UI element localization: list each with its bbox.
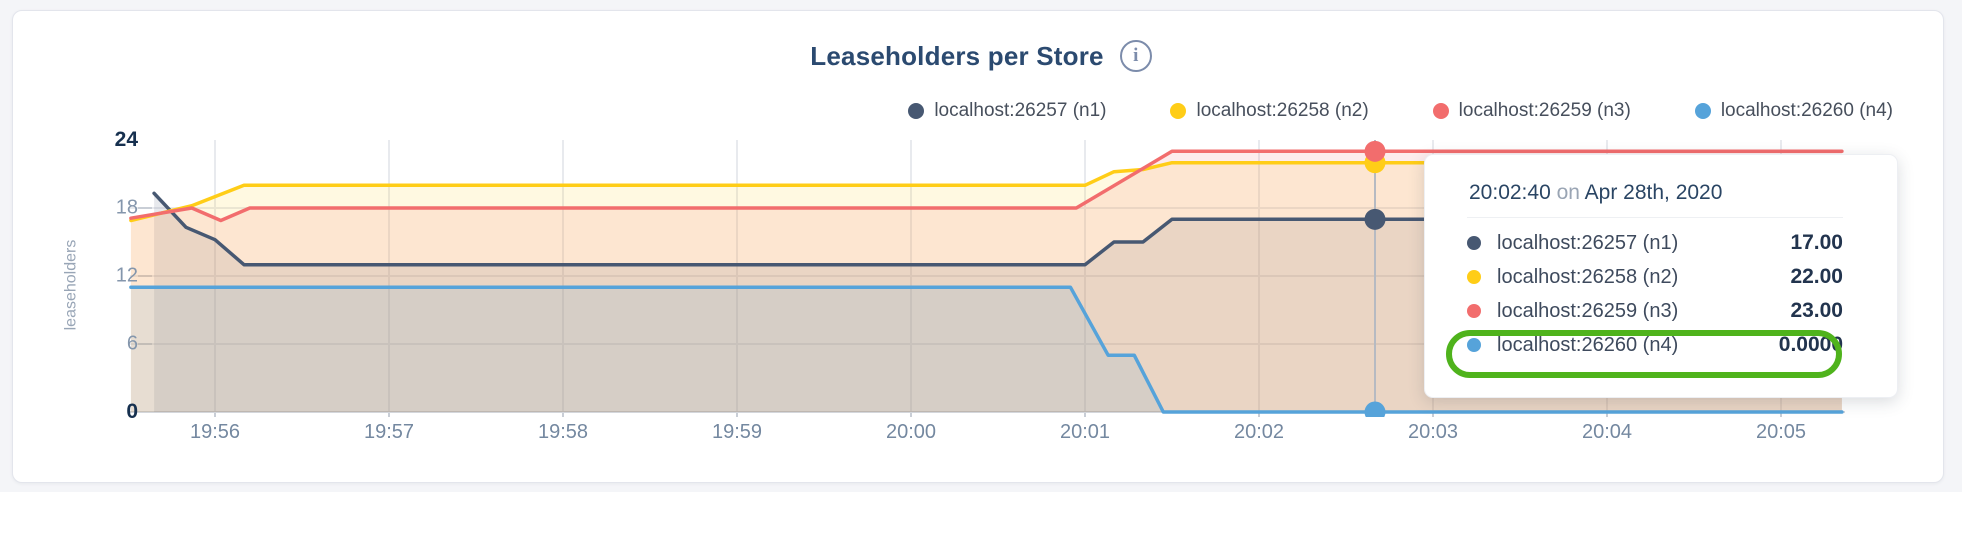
tooltip-series-value: 22.00 (1790, 265, 1843, 288)
tooltip-series-value: 0.0000 (1778, 333, 1843, 356)
tooltip-time: 20:02:40 (1469, 181, 1551, 204)
chart-legend: localhost:26257 (n1) localhost:26258 (n2)… (0, 100, 1893, 122)
x-tick-label: 19:56 (189, 421, 241, 443)
tooltip-row: localhost:26258 (n2) 22.00 (1467, 260, 1843, 294)
x-tick-label: 19:58 (537, 421, 589, 443)
y-tick-label: 24 (114, 128, 138, 151)
y-tick-label: 0 (126, 400, 138, 423)
y-tick-label: 18 (115, 196, 138, 219)
x-tick-label: 19:59 (711, 421, 763, 443)
tooltip-on-word: on (1556, 181, 1580, 204)
tooltip-series-label: localhost:26258 (n2) (1497, 265, 1679, 288)
tooltip-series-dot-icon (1467, 236, 1481, 250)
legend-label: localhost:26257 (n1) (934, 100, 1107, 121)
x-tick-label: 20:01 (1059, 421, 1111, 443)
y-axis-label: leaseholders (62, 239, 80, 331)
series-area (130, 287, 1842, 412)
tooltip-series-dot-icon (1467, 338, 1481, 352)
legend-item[interactable]: localhost:26259 (n3) (1432, 100, 1631, 122)
legend-swatch-icon (1694, 103, 1711, 119)
tooltip-row: localhost:26260 (n4) 0.0000 (1467, 328, 1843, 362)
y-tick-label: 12 (115, 264, 138, 287)
chart-header: Leaseholders per Store i (0, 40, 1962, 72)
chart-canvas[interactable] (0, 0, 1962, 417)
hover-dot (1364, 401, 1386, 417)
tooltip-series-label: localhost:26257 (n1) (1497, 231, 1679, 254)
tooltip-series-label: localhost:26259 (n3) (1497, 299, 1679, 322)
series-line (129, 160, 1844, 223)
x-tick-label: 20:00 (885, 421, 937, 443)
tooltip-series-dot-icon (1467, 270, 1481, 284)
tooltip-date: Apr 28th, 2020 (1584, 181, 1723, 204)
series-line (129, 285, 1844, 414)
hover-dot (1364, 208, 1386, 230)
hover-dot (1364, 140, 1386, 162)
tooltip-series-dot-icon (1467, 304, 1481, 318)
x-tick-label: 19:57 (363, 421, 415, 443)
series-line (152, 191, 1844, 267)
chart-title: Leaseholders per Store (810, 40, 1104, 71)
page-band: Leaseholders per Store i localhost:26257… (0, 0, 1962, 492)
legend-item[interactable]: localhost:26258 (n2) (1170, 100, 1369, 122)
x-tick-label: 20:02 (1233, 421, 1285, 443)
legend-item[interactable]: localhost:26260 (n4) (1694, 100, 1893, 122)
tooltip-series-value: 17.00 (1790, 231, 1843, 254)
legend-item[interactable]: localhost:26257 (n1) (908, 100, 1106, 122)
legend-label: localhost:26258 (n2) (1196, 100, 1369, 121)
tooltip-row: localhost:26257 (n1) 17.00 (1467, 226, 1843, 260)
tooltip-row: localhost:26259 (n3) 23.00 (1467, 294, 1843, 328)
legend-label: localhost:26260 (n4) (1720, 100, 1893, 121)
series-line (129, 149, 1844, 223)
x-tick-label: 20:04 (1581, 421, 1633, 443)
x-tick-label: 20:03 (1407, 421, 1459, 443)
legend-swatch-icon (1170, 103, 1187, 119)
legend-swatch-icon (1432, 103, 1449, 119)
info-icon[interactable]: i (1119, 40, 1152, 72)
y-tick-label: 6 (126, 332, 138, 355)
legend-label: localhost:26259 (n3) (1458, 100, 1631, 121)
series-area (154, 193, 1842, 412)
series-area (130, 151, 1842, 413)
tooltip-series-value: 23.00 (1790, 299, 1843, 322)
x-tick-label: 20:05 (1755, 421, 1807, 443)
hover-tooltip: 20:02:40 on Apr 28th, 2020 localhost:262… (1424, 154, 1898, 398)
tooltip-timestamp: 20:02:40 on Apr 28th, 2020 (1467, 175, 1843, 218)
legend-swatch-icon (908, 103, 925, 119)
tooltip-series-label: localhost:26260 (n4) (1497, 333, 1679, 356)
